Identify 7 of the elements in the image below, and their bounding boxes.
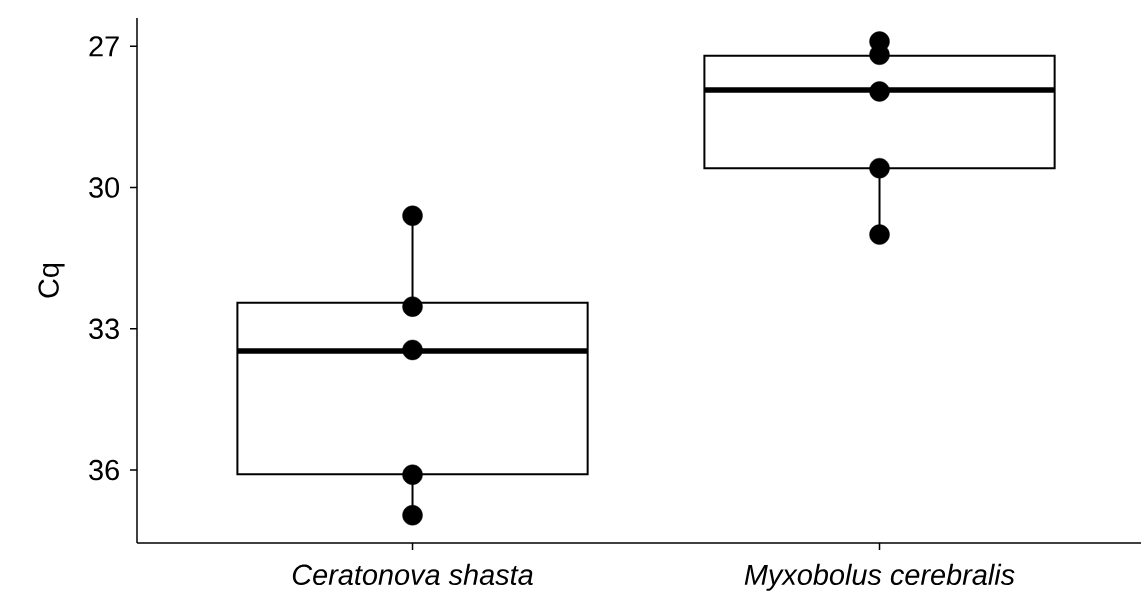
- y-tick-label: 36: [89, 459, 119, 481]
- y-axis-title: Cq: [38, 263, 65, 298]
- y-tick-label: 27: [89, 36, 119, 57]
- x-tick-label: Myxobolus cerebralis: [744, 563, 1015, 591]
- y-tick-label: 30: [89, 177, 120, 198]
- y-tick-label: 33: [89, 318, 119, 339]
- x-tick-label: Ceratonova shasta: [292, 563, 533, 586]
